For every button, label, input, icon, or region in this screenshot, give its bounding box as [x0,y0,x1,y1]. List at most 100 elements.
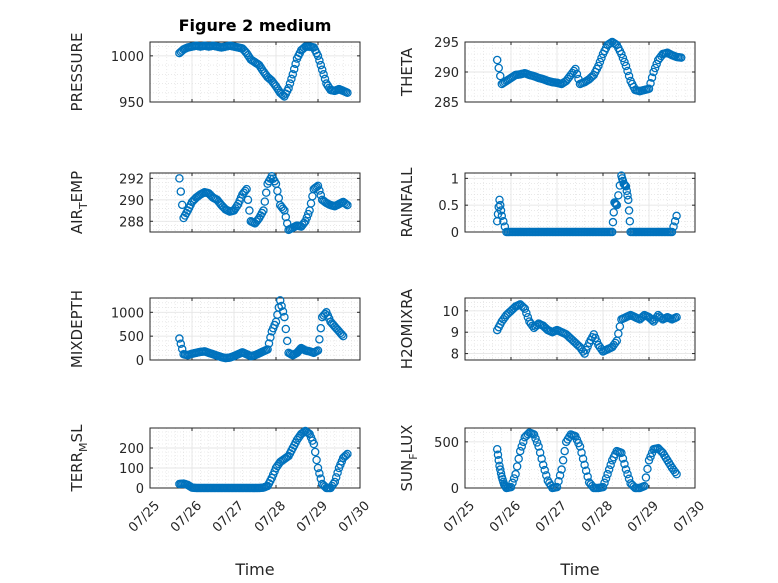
data-point [644,84,654,94]
data-point [313,346,323,355]
axes-box [464,427,696,489]
data-point [619,179,628,188]
data-point [509,474,519,483]
data-point [670,217,680,226]
data-point [315,186,324,195]
series-air-temp [175,171,352,235]
data-point [308,191,317,201]
data-point [614,191,623,200]
y-axis-label: RAINFALL [398,167,416,238]
data-point [520,304,530,313]
data-point [175,174,184,183]
data-point [620,181,630,190]
data-point [341,199,351,209]
data-point [343,449,352,459]
x-tick-label: 07/30 [336,498,373,535]
y-tick-label: 10 [442,305,459,320]
data-point [343,200,352,210]
data-point [331,473,341,482]
data-point [624,71,634,81]
axes-box [149,297,361,361]
y-tick-label: 285 [434,96,459,111]
data-point [217,200,226,210]
y-tick-label: 295 [434,36,459,51]
data-point [243,50,253,60]
data-point [624,195,633,205]
data-point [581,466,591,476]
y-tick-label: 1 [451,172,459,187]
data-point [343,88,352,98]
x-tick-label: 07/28 [252,498,289,535]
data-point [514,454,523,464]
data-point [494,63,503,73]
data-point [672,469,681,479]
data-point [316,60,326,70]
data-point [176,187,186,196]
data-point [337,330,347,339]
data-point [538,460,548,470]
subplot-mixdepth: 0 500 1000 MIXDEPTH [68,290,361,369]
data-point [672,312,681,322]
data-point [650,63,660,73]
data-point [598,482,608,492]
data-point [669,222,678,231]
data-point [243,195,253,205]
y-tick-label: 0 [136,354,144,369]
data-point [623,66,632,76]
x-tick-label: 07/26 [168,498,205,535]
data-point [341,451,351,460]
series-h2omixra [492,300,681,358]
data-point [303,428,313,438]
axes-box [149,172,361,233]
subplot-theta: 285 290 295 THETA [398,36,696,111]
data-point [640,481,649,491]
data-point [492,55,502,65]
data-point [312,455,321,465]
data-point [580,460,589,470]
y-axis-label: AIRTEMP [68,171,90,234]
data-point [577,448,586,457]
y-tick-label: 290 [434,66,459,81]
y-tick-label: 1000 [111,306,144,321]
data-point [204,189,214,198]
data-point [647,73,657,82]
x-tick-label: 07/25 [126,498,163,535]
data-point [649,67,658,77]
data-point [263,345,272,354]
y-axis-label: THETA [398,47,416,97]
data-point [555,471,565,480]
data-point [496,71,505,81]
data-point [322,79,331,88]
data-point [273,186,282,196]
y-tick-label: 290 [119,194,144,209]
data-point [578,454,588,464]
figure-title: Figure 2 medium [179,16,332,35]
y-tick-label: 288 [119,215,144,230]
subplot-rainfall: 0 0.5 1 RAINFALL [398,167,696,241]
y-tick-label: 500 [434,436,459,451]
data-point [531,434,540,443]
y-tick-label: 950 [119,96,144,111]
data-point [621,182,631,191]
data-point [594,61,603,71]
data-point [618,53,628,63]
y-axis-label: H2OMIXRA [398,288,416,369]
y-tick-label: 292 [119,172,144,187]
axes-box [149,41,361,103]
data-point [287,74,296,84]
data-point [320,74,330,84]
data-point [315,469,324,478]
x-axis-label: Time [559,560,599,579]
x-tick-label: 07/25 [441,498,478,535]
y-tick-label: 0.5 [438,199,459,214]
data-point [611,200,621,209]
data-point [583,472,592,481]
data-point [607,227,617,237]
data-point [540,465,549,475]
data-point [288,70,298,79]
data-point [264,74,274,83]
data-point [621,61,631,71]
data-point [496,206,506,215]
